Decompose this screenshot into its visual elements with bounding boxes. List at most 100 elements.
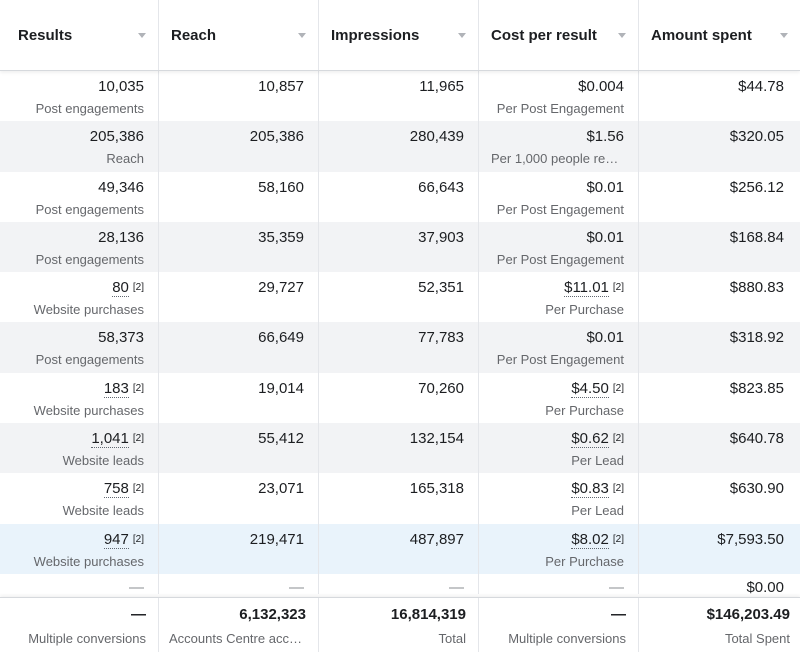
column-header-cost-per-result[interactable]: Cost per result	[479, 0, 639, 70]
cost-cell: $4.50 [2] Per Purchase	[479, 372, 639, 424]
spent-value: $880.83	[729, 279, 784, 297]
results-number: 28,136	[98, 228, 144, 246]
cost-value: —	[609, 578, 624, 594]
cost-value: $0.01	[491, 178, 624, 198]
results-number[interactable]: 758	[103, 480, 129, 499]
results-cell: 205,386 Reach	[0, 121, 159, 172]
results-number[interactable]: 947	[103, 530, 129, 549]
reach-value: 29,727	[258, 279, 304, 297]
sort-caret-icon[interactable]	[298, 32, 306, 38]
results-number[interactable]: 183	[103, 379, 129, 398]
cost-type: Per Post Engagement	[496, 101, 624, 116]
spent-cell: $320.05	[639, 121, 800, 171]
reach-cell: 66,649	[159, 322, 319, 373]
cost-number[interactable]: $4.50	[571, 379, 609, 398]
table-row[interactable]: 58,373 Post engagements 66,649 77,783 $0.01 P…	[0, 322, 800, 373]
table-row[interactable]: 1,041 [2] Website leads 55,412 132,154 $0.62[…	[0, 423, 800, 474]
reach-cell: 19,014	[159, 372, 319, 424]
results-cell: 10,035 Post engagements	[0, 71, 159, 122]
impressions-cell: 487,897	[319, 523, 479, 574]
reach-cell: 55,412	[159, 423, 319, 474]
impressions-cell: 77,783	[319, 322, 479, 373]
column-header-results[interactable]: Results	[0, 0, 159, 70]
table-row[interactable]: 80 [2] Website purchases 29,727 52,351 $11.01…	[0, 272, 800, 323]
column-header-impressions[interactable]: Impressions	[319, 0, 479, 70]
table-row[interactable]: 28,136 Post engagements 35,359 37,903 $0.01 P…	[0, 221, 800, 273]
spent-cell: $823.85	[639, 373, 800, 423]
results-number: 10,035	[98, 78, 144, 95]
reach-cell: 205,386	[159, 121, 319, 172]
impressions-value: 37,903	[418, 228, 464, 246]
spent-cell: $630.90	[639, 473, 800, 523]
impressions-cell: 52,351	[319, 272, 479, 323]
table-row[interactable]: 49,346 Post engagements 58,160 66,643 $0.01 P…	[0, 171, 800, 222]
cost-cell: $0.004 Per Post Engagement	[479, 71, 639, 122]
impressions-cell: 165,318	[319, 473, 479, 524]
sort-caret-icon[interactable]	[780, 32, 788, 38]
cost-type: Per Post Engagement	[496, 352, 624, 368]
impressions-cell: —	[319, 573, 479, 594]
spent-value: $823.85	[729, 379, 784, 397]
column-header-reach[interactable]: Reach	[159, 0, 319, 70]
sort-caret-icon[interactable]	[458, 32, 466, 38]
sort-caret-icon[interactable]	[618, 32, 626, 38]
cost-number[interactable]: $8.02	[571, 530, 609, 549]
table-row[interactable]: 10,035 Post engagements 10,857 11,965 $0.004…	[0, 71, 800, 122]
reach-value: 10,857	[258, 78, 304, 95]
results-number[interactable]: 80	[112, 279, 129, 298]
table-row[interactable]: 758 [2] Website leads 23,071 165,318 $0.83 [2]…	[0, 473, 800, 524]
reach-cell: 10,857	[159, 71, 319, 122]
results-number: 205,386	[89, 128, 144, 146]
cost-type: Per Lead	[571, 503, 624, 519]
cost-number: $1.56	[586, 128, 624, 146]
results-type: Reach	[106, 151, 144, 167]
cost-type: Per Purchase	[545, 302, 624, 318]
results-cell: 947 [2] Website purchases	[0, 523, 159, 574]
column-header-amount-spent[interactable]: Amount spent	[639, 0, 800, 70]
reach-cell: —	[159, 573, 319, 594]
reach-cell: 35,359	[159, 221, 319, 273]
results-value: 205,386	[12, 127, 144, 147]
results-cell: 28,136 Post engagements	[0, 221, 159, 273]
results-type: Post engagements	[35, 101, 144, 116]
table-row[interactable]: 183 [2] Website purchases 19,014 70,260 $4.50…	[0, 372, 800, 424]
footnote-marker: [2]	[132, 282, 144, 294]
footnote-marker: [2]	[612, 282, 624, 294]
total-impressions-cell: 16,814,319 Total	[319, 598, 479, 652]
cost-cell: $0.01 Per Post Engagement	[479, 322, 639, 373]
sort-caret-icon[interactable]	[138, 32, 146, 38]
results-cell: 758 [2] Website leads	[0, 473, 159, 524]
results-cell: 49,346 Post engagements	[0, 171, 159, 222]
totals-row: — Multiple conversions 6,132,323 Accounts …	[0, 597, 800, 652]
reach-value: 219,471	[249, 530, 304, 548]
cost-value: $0.01	[491, 328, 624, 348]
cost-cell: $0.01 Per Post Engagement	[479, 171, 639, 222]
spent-cell: $168.84	[639, 222, 800, 272]
table-row[interactable]: 205,386 Reach 205,386 280,439 $1.56 Per 1,000…	[0, 121, 800, 172]
impressions-cell: 70,260	[319, 372, 479, 424]
cost-type: Per Lead	[571, 453, 624, 469]
results-number: 58,373	[98, 329, 144, 347]
cost-value: $0.01	[491, 228, 624, 248]
impressions-value: 77,783	[418, 329, 464, 347]
footnote-marker: [2]	[132, 533, 144, 545]
table-row-partial[interactable]: — — — — $0.00	[0, 573, 800, 594]
cost-number[interactable]: $0.62	[571, 430, 609, 449]
total-reach-cell: 6,132,323 Accounts Centre acco…	[159, 598, 319, 652]
spent-cell: $0.00	[639, 574, 800, 594]
cost-value: $0.62 [2]	[491, 429, 624, 449]
table-row[interactable]: 947 [2] Website purchases 219,471 487,897 $8.…	[0, 523, 800, 574]
cost-number[interactable]: $11.01	[564, 279, 609, 298]
impressions-cell: 280,439	[319, 121, 479, 172]
results-number[interactable]: 1,041	[91, 430, 129, 449]
cost-number[interactable]: $0.83	[571, 480, 609, 499]
reach-cell: 29,727	[159, 272, 319, 323]
total-spent-cell: $146,203.49 Total Spent	[706, 606, 790, 646]
results-type: Website leads	[62, 503, 144, 519]
impressions-value: 11,965	[419, 78, 464, 95]
spent-value: $318.92	[729, 329, 784, 347]
cost-value: $0.004	[491, 77, 624, 97]
results-type: Post engagements	[35, 201, 144, 217]
spent-cell: $44.78	[639, 71, 800, 121]
